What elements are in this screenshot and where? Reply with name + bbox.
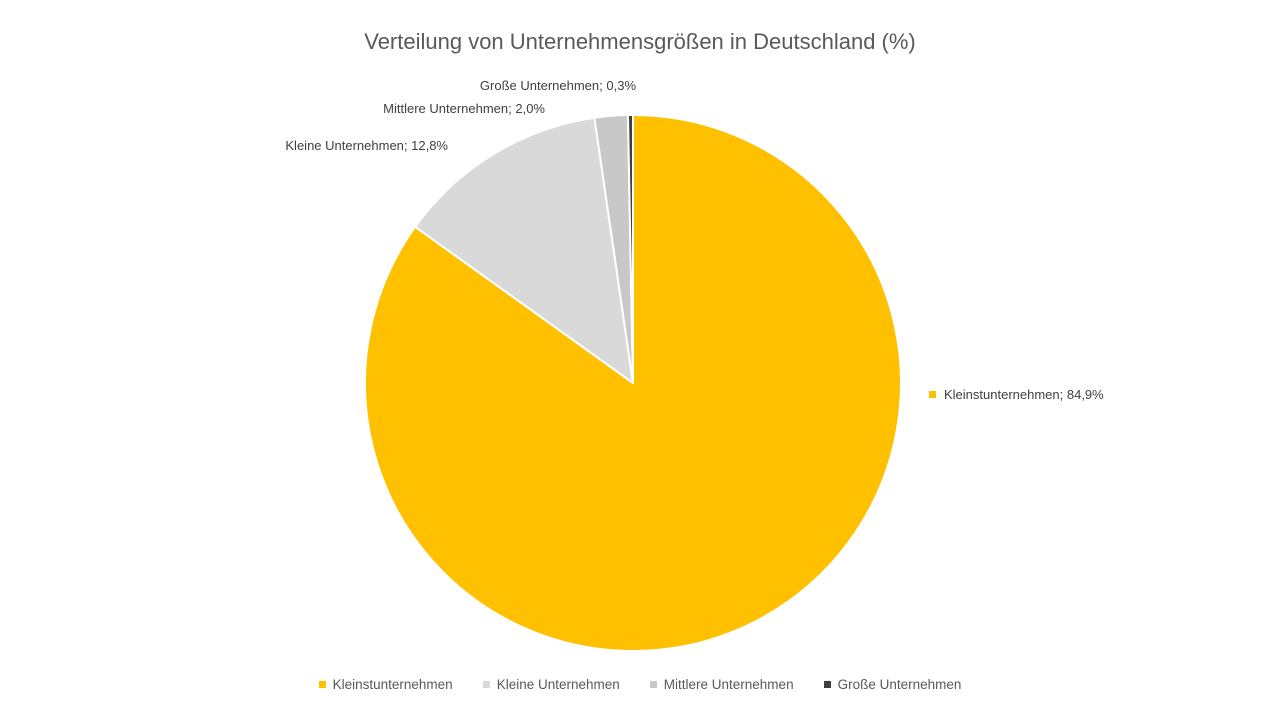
legend-label: Kleinstunternehmen: [332, 677, 453, 692]
legend-label: Kleine Unternehmen: [496, 677, 620, 692]
data-label-mittlere: Mittlere Unternehmen; 2,0%: [383, 101, 545, 116]
data-label-grosse: Große Unternehmen; 0,3%: [480, 78, 637, 93]
legend-swatch: [649, 681, 657, 688]
legend-swatch: [482, 681, 490, 688]
pie-slice-grosse: [626, 114, 634, 384]
pie-data-labels: Kleinstunternehmen; 84,9% Kleine Unterneh…: [285, 78, 1104, 402]
legend-item-mittlere: Mittlere Unternehmen: [649, 677, 794, 692]
legend-item-kleinst: Kleinstunternehmen: [318, 677, 453, 692]
data-label-marker-kleinst: [929, 391, 936, 398]
chart-legend: Kleinstunternehmen Kleine Unternehmen Mitt…: [0, 677, 1280, 692]
legend-item-kleine: Kleine Unternehmen: [482, 677, 620, 692]
pie-slice-kleine: [414, 116, 634, 384]
legend-swatch: [318, 681, 326, 688]
data-label-kleinst: Kleinstunternehmen; 84,9%: [944, 387, 1104, 402]
legend-label: Große Unternehmen: [837, 677, 962, 692]
data-label-kleine: Kleine Unternehmen; 12,8%: [285, 138, 448, 153]
legend-swatch: [823, 681, 831, 688]
legend-label: Mittlere Unternehmen: [663, 677, 794, 692]
pie-slices: [364, 114, 902, 652]
chart-title: Verteilung von Unternehmensgrößen in Deu…: [364, 29, 916, 54]
legend-item-grosse: Große Unternehmen: [823, 677, 962, 692]
